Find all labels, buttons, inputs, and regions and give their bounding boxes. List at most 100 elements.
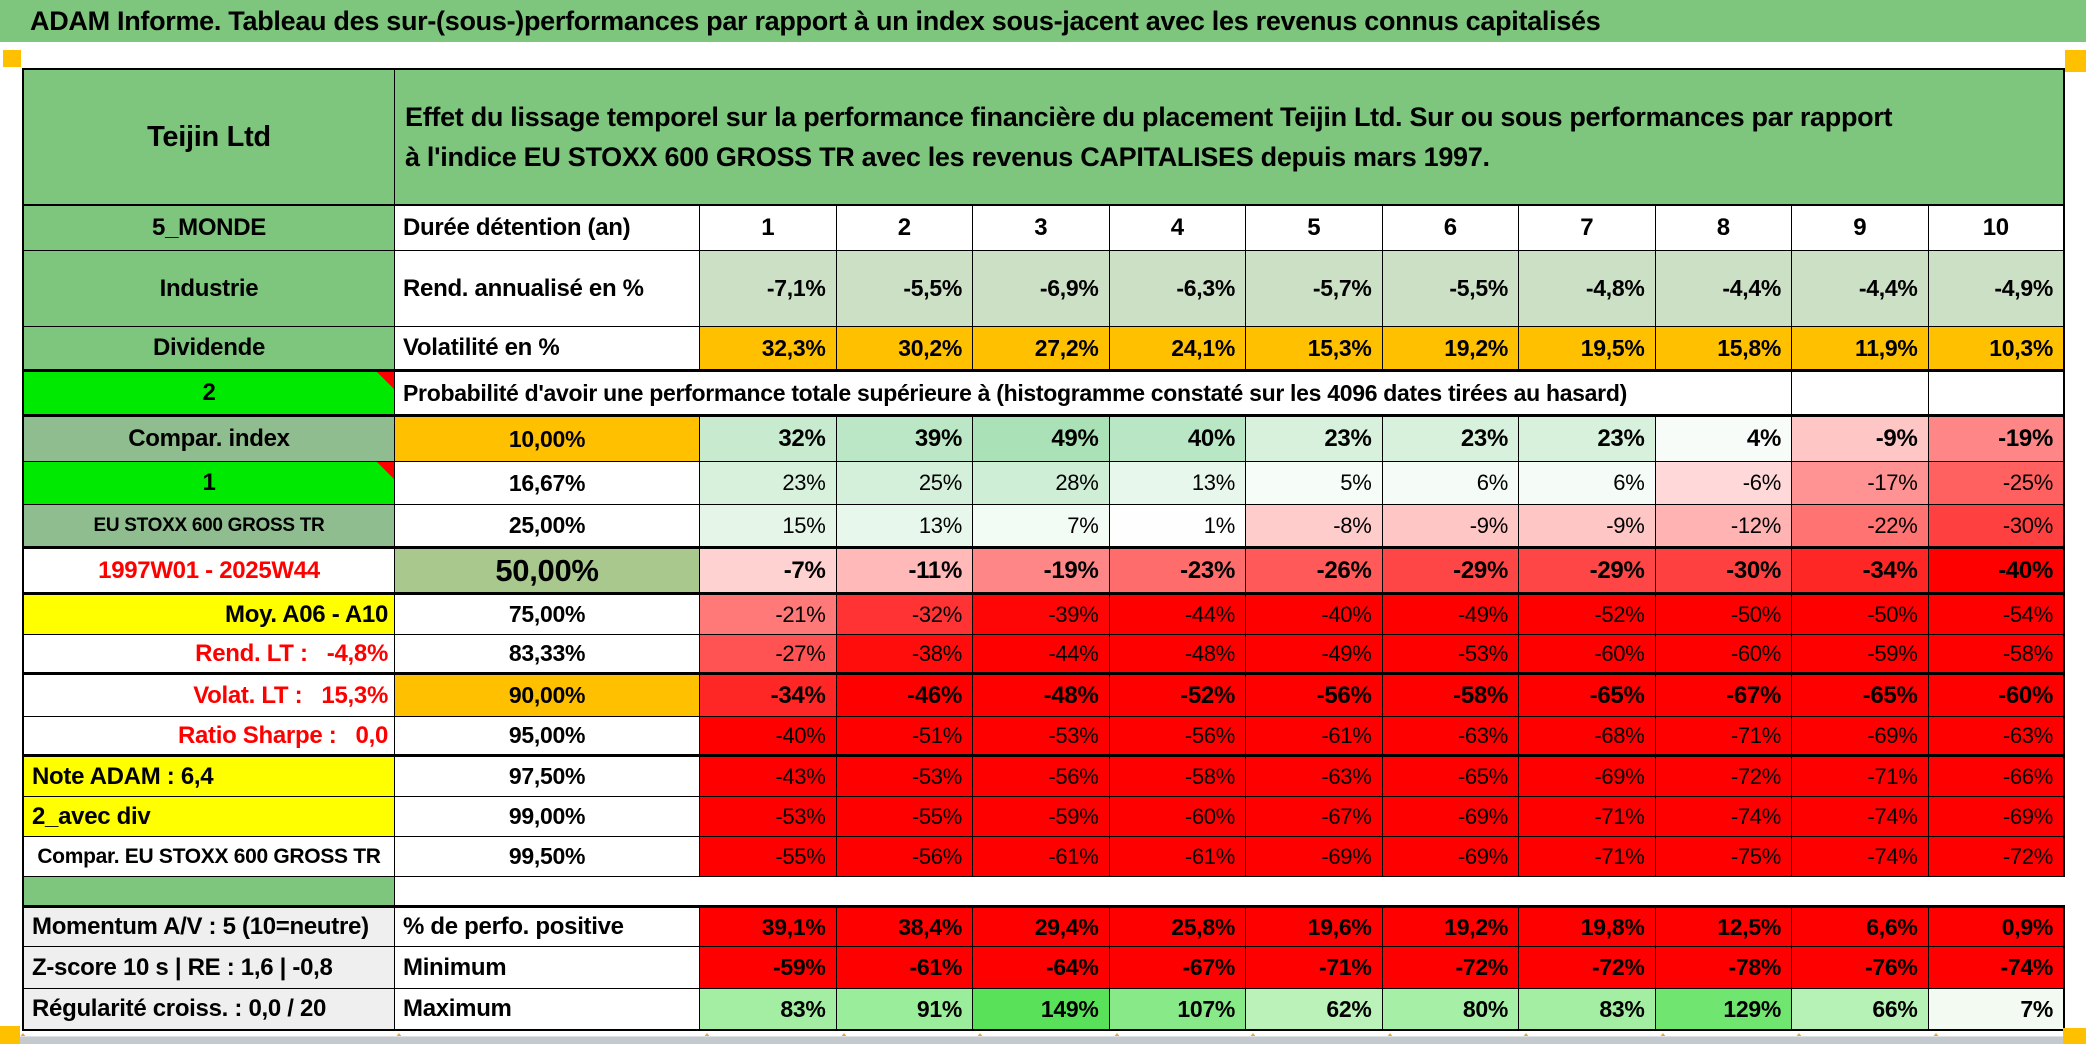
heatmap-value-cell[interactable]: -49% bbox=[1246, 635, 1383, 675]
heatmap-value-cell[interactable]: -49% bbox=[1382, 595, 1519, 635]
quantile-pct-cell[interactable]: 95,00% bbox=[395, 717, 700, 757]
heatmap-value-cell[interactable]: -56% bbox=[1246, 675, 1383, 717]
value-cell[interactable]: -5,5% bbox=[1382, 251, 1519, 327]
quantile-pct-cell[interactable]: 50,00% bbox=[395, 549, 700, 595]
value-cell[interactable]: 11,9% bbox=[1792, 327, 1929, 372]
quantile-pct-cell[interactable]: 75,00% bbox=[395, 595, 700, 635]
stat-value-cell[interactable]: 0,9% bbox=[1928, 905, 2065, 947]
value-cell[interactable]: 9 bbox=[1792, 206, 1929, 251]
heatmap-value-cell[interactable]: -61% bbox=[973, 837, 1110, 877]
heatmap-value-cell[interactable]: -59% bbox=[973, 797, 1110, 837]
heatmap-value-cell[interactable]: -40% bbox=[1928, 549, 2065, 595]
value-cell[interactable]: -5,7% bbox=[1246, 251, 1383, 327]
heatmap-value-cell[interactable]: -71% bbox=[1792, 757, 1929, 797]
heatmap-value-cell[interactable]: -48% bbox=[973, 675, 1110, 717]
value-cell[interactable]: 10,3% bbox=[1928, 327, 2065, 372]
heatmap-value-cell[interactable]: 39% bbox=[836, 417, 973, 462]
heatmap-value-cell[interactable]: -38% bbox=[836, 635, 973, 675]
heatmap-value-cell[interactable]: -53% bbox=[973, 717, 1110, 757]
stat-value-cell[interactable]: 19,2% bbox=[1382, 905, 1519, 947]
heatmap-value-cell[interactable]: -65% bbox=[1382, 757, 1519, 797]
heatmap-value-cell[interactable]: 6% bbox=[1519, 462, 1656, 505]
heatmap-value-cell[interactable]: -72% bbox=[1655, 757, 1792, 797]
heatmap-value-cell[interactable]: -69% bbox=[1928, 797, 2065, 837]
quantile-row-label[interactable]: EU STOXX 600 GROSS TR bbox=[22, 505, 395, 549]
heatmap-value-cell[interactable]: -27% bbox=[700, 635, 837, 675]
heatmap-value-cell[interactable]: -60% bbox=[1109, 797, 1246, 837]
empty-cell[interactable] bbox=[1928, 372, 2065, 417]
heatmap-value-cell[interactable]: -26% bbox=[1246, 549, 1383, 595]
heatmap-value-cell[interactable]: -8% bbox=[1246, 505, 1383, 549]
heatmap-value-cell[interactable]: -58% bbox=[1382, 675, 1519, 717]
heatmap-value-cell[interactable]: 15% bbox=[700, 505, 837, 549]
heatmap-value-cell[interactable]: -61% bbox=[1109, 837, 1246, 877]
heatmap-value-cell[interactable]: -34% bbox=[1792, 549, 1929, 595]
empty-cell[interactable] bbox=[1792, 372, 1929, 417]
heatmap-value-cell[interactable]: -34% bbox=[700, 675, 837, 717]
stat-value-cell[interactable]: -71% bbox=[1246, 947, 1383, 989]
stat-value-cell[interactable]: -59% bbox=[700, 947, 837, 989]
heatmap-value-cell[interactable]: 23% bbox=[1382, 417, 1519, 462]
heatmap-value-cell[interactable]: -9% bbox=[1519, 505, 1656, 549]
heatmap-value-cell[interactable]: -56% bbox=[836, 837, 973, 877]
heatmap-value-cell[interactable]: -55% bbox=[700, 837, 837, 877]
heatmap-value-cell[interactable]: -52% bbox=[1519, 595, 1656, 635]
heatmap-value-cell[interactable]: -67% bbox=[1246, 797, 1383, 837]
heatmap-value-cell[interactable]: 32% bbox=[700, 417, 837, 462]
value-cell[interactable]: -6,9% bbox=[973, 251, 1110, 327]
heatmap-value-cell[interactable]: 25% bbox=[836, 462, 973, 505]
heatmap-value-cell[interactable]: 49% bbox=[973, 417, 1110, 462]
stat-value-cell[interactable]: 107% bbox=[1109, 989, 1246, 1031]
heatmap-value-cell[interactable]: -44% bbox=[973, 635, 1110, 675]
heatmap-value-cell[interactable]: -67% bbox=[1655, 675, 1792, 717]
heatmap-value-cell[interactable]: -9% bbox=[1792, 417, 1929, 462]
value-cell[interactable]: 32,3% bbox=[700, 327, 837, 372]
heatmap-value-cell[interactable]: -17% bbox=[1792, 462, 1929, 505]
stat-value-cell[interactable]: -76% bbox=[1792, 947, 1929, 989]
heatmap-value-cell[interactable]: 23% bbox=[1246, 417, 1383, 462]
flag-cell[interactable]: 2 bbox=[22, 372, 395, 417]
value-cell[interactable]: 4 bbox=[1109, 206, 1246, 251]
quantile-row-label[interactable]: Ratio Sharpe : 0,0 bbox=[22, 717, 395, 757]
stat-value-cell[interactable]: 6,6% bbox=[1792, 905, 1929, 947]
heatmap-value-cell[interactable]: -72% bbox=[1928, 837, 2065, 877]
value-cell[interactable]: 15,3% bbox=[1246, 327, 1383, 372]
heatmap-value-cell[interactable]: 4% bbox=[1655, 417, 1792, 462]
heatmap-value-cell[interactable]: -46% bbox=[836, 675, 973, 717]
stat-row-label[interactable]: Régularité croiss. : 0,0 / 20 bbox=[22, 989, 395, 1031]
heatmap-value-cell[interactable]: 13% bbox=[836, 505, 973, 549]
heatmap-value-cell[interactable]: -40% bbox=[1246, 595, 1383, 635]
value-cell[interactable]: 8 bbox=[1655, 206, 1792, 251]
heatmap-value-cell[interactable]: -53% bbox=[836, 757, 973, 797]
quantile-row-label[interactable]: 1997W01 - 2025W44 bbox=[22, 549, 395, 595]
heatmap-value-cell[interactable]: -29% bbox=[1382, 549, 1519, 595]
heatmap-value-cell[interactable]: -69% bbox=[1382, 837, 1519, 877]
heatmap-value-cell[interactable]: -11% bbox=[836, 549, 973, 595]
metric-label-cell[interactable]: Durée détention (an) bbox=[395, 206, 700, 251]
stat-value-cell[interactable]: -72% bbox=[1519, 947, 1656, 989]
heatmap-value-cell[interactable]: -66% bbox=[1928, 757, 2065, 797]
value-cell[interactable]: -4,9% bbox=[1928, 251, 2065, 327]
heatmap-value-cell[interactable]: -30% bbox=[1928, 505, 2065, 549]
gap-green-cell[interactable] bbox=[22, 877, 395, 905]
row-label-cell[interactable]: 5_MONDE bbox=[22, 206, 395, 251]
stat-value-cell[interactable]: 19,8% bbox=[1519, 905, 1656, 947]
value-cell[interactable]: -7,1% bbox=[700, 251, 837, 327]
stat-value-cell[interactable]: 149% bbox=[973, 989, 1110, 1031]
heatmap-value-cell[interactable]: -52% bbox=[1109, 675, 1246, 717]
heatmap-value-cell[interactable]: -9% bbox=[1382, 505, 1519, 549]
heatmap-value-cell[interactable]: 28% bbox=[973, 462, 1110, 505]
value-cell[interactable]: 30,2% bbox=[836, 327, 973, 372]
stat-value-cell[interactable]: -78% bbox=[1655, 947, 1792, 989]
quantile-row-label[interactable]: Rend. LT : -4,8% bbox=[22, 635, 395, 675]
heatmap-value-cell[interactable]: -58% bbox=[1109, 757, 1246, 797]
heatmap-value-cell[interactable]: -69% bbox=[1792, 717, 1929, 757]
heatmap-value-cell[interactable]: 23% bbox=[1519, 417, 1656, 462]
heatmap-value-cell[interactable]: -7% bbox=[700, 549, 837, 595]
heatmap-value-cell[interactable]: -60% bbox=[1655, 635, 1792, 675]
heatmap-value-cell[interactable]: -74% bbox=[1655, 797, 1792, 837]
heatmap-value-cell[interactable]: -69% bbox=[1519, 757, 1656, 797]
quantile-pct-cell[interactable]: 90,00% bbox=[395, 675, 700, 717]
heatmap-value-cell[interactable]: -61% bbox=[1246, 717, 1383, 757]
heatmap-value-cell[interactable]: -69% bbox=[1246, 837, 1383, 877]
